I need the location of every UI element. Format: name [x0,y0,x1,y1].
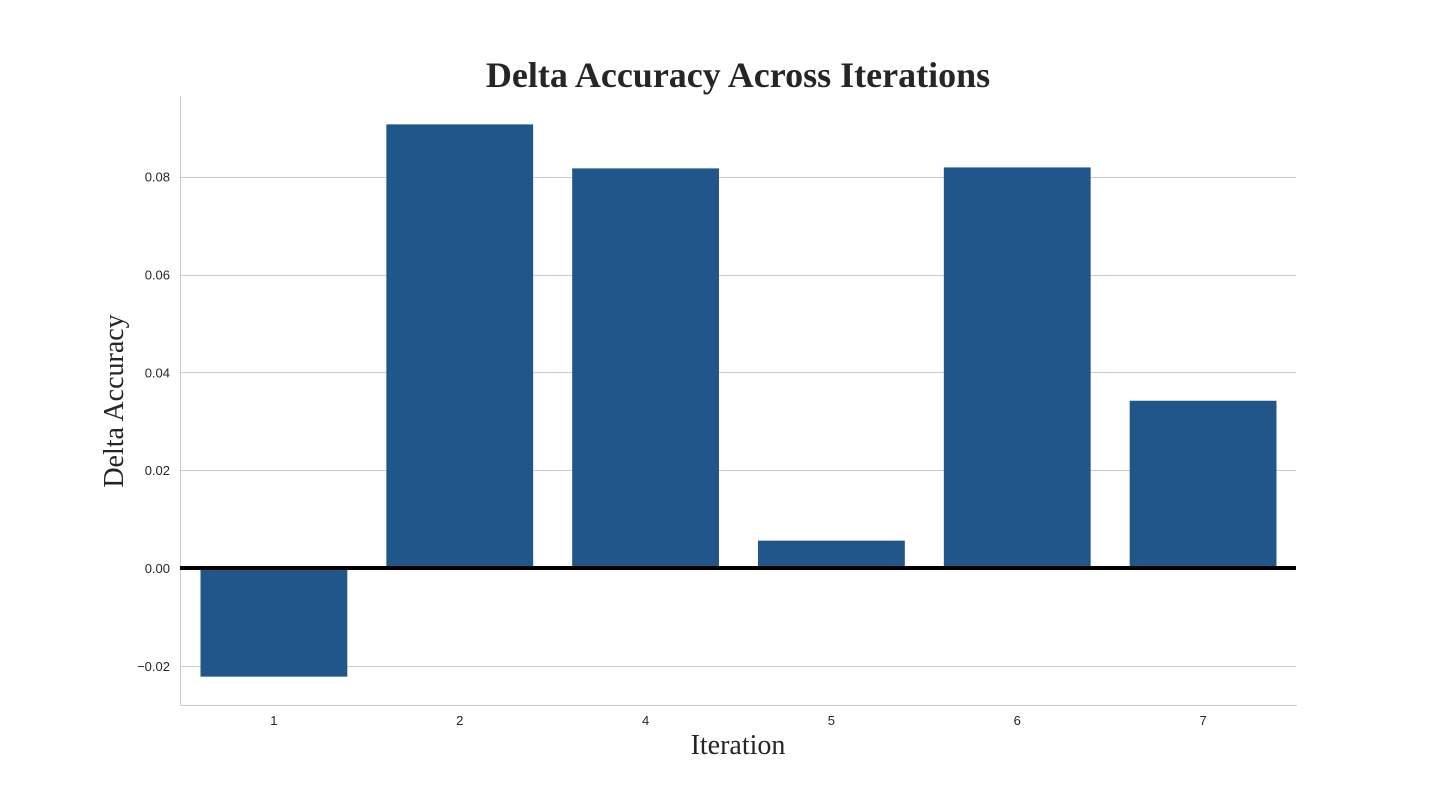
y-tick-label: 0.02 [145,463,170,478]
y-tick-label: 0.06 [145,268,170,283]
chart-title: Delta Accuracy Across Iterations [486,55,990,95]
bars-layer [200,124,1277,677]
bar-iteration-5 [758,540,905,569]
bar-iteration-7 [1129,400,1277,569]
grid-layer [181,177,1296,667]
bar-iteration-4 [572,168,719,569]
y-tick-label: −0.02 [137,659,170,674]
y-tick-label: 0.08 [145,170,170,185]
bar-iteration-6 [943,167,1091,569]
y-tick-label: 0.00 [145,561,170,576]
x-tick-label: 7 [1199,713,1206,728]
y-axis-label: Delta Accuracy [99,314,130,487]
y-tick-label: 0.04 [145,365,170,380]
x-tick-labels: 1 2 4 5 6 7 [270,713,1206,728]
y-tick-labels: −0.02 0.00 0.02 0.04 0.06 0.08 [137,170,170,674]
bar-iteration-2 [386,124,534,569]
x-tick-label: 4 [642,713,649,728]
x-tick-label: 2 [456,713,463,728]
x-axis-label: Iteration [691,730,786,761]
x-tick-label: 1 [270,713,277,728]
bar-iteration-1 [200,568,348,677]
x-tick-label: 5 [828,713,835,728]
x-tick-label: 6 [1014,713,1021,728]
